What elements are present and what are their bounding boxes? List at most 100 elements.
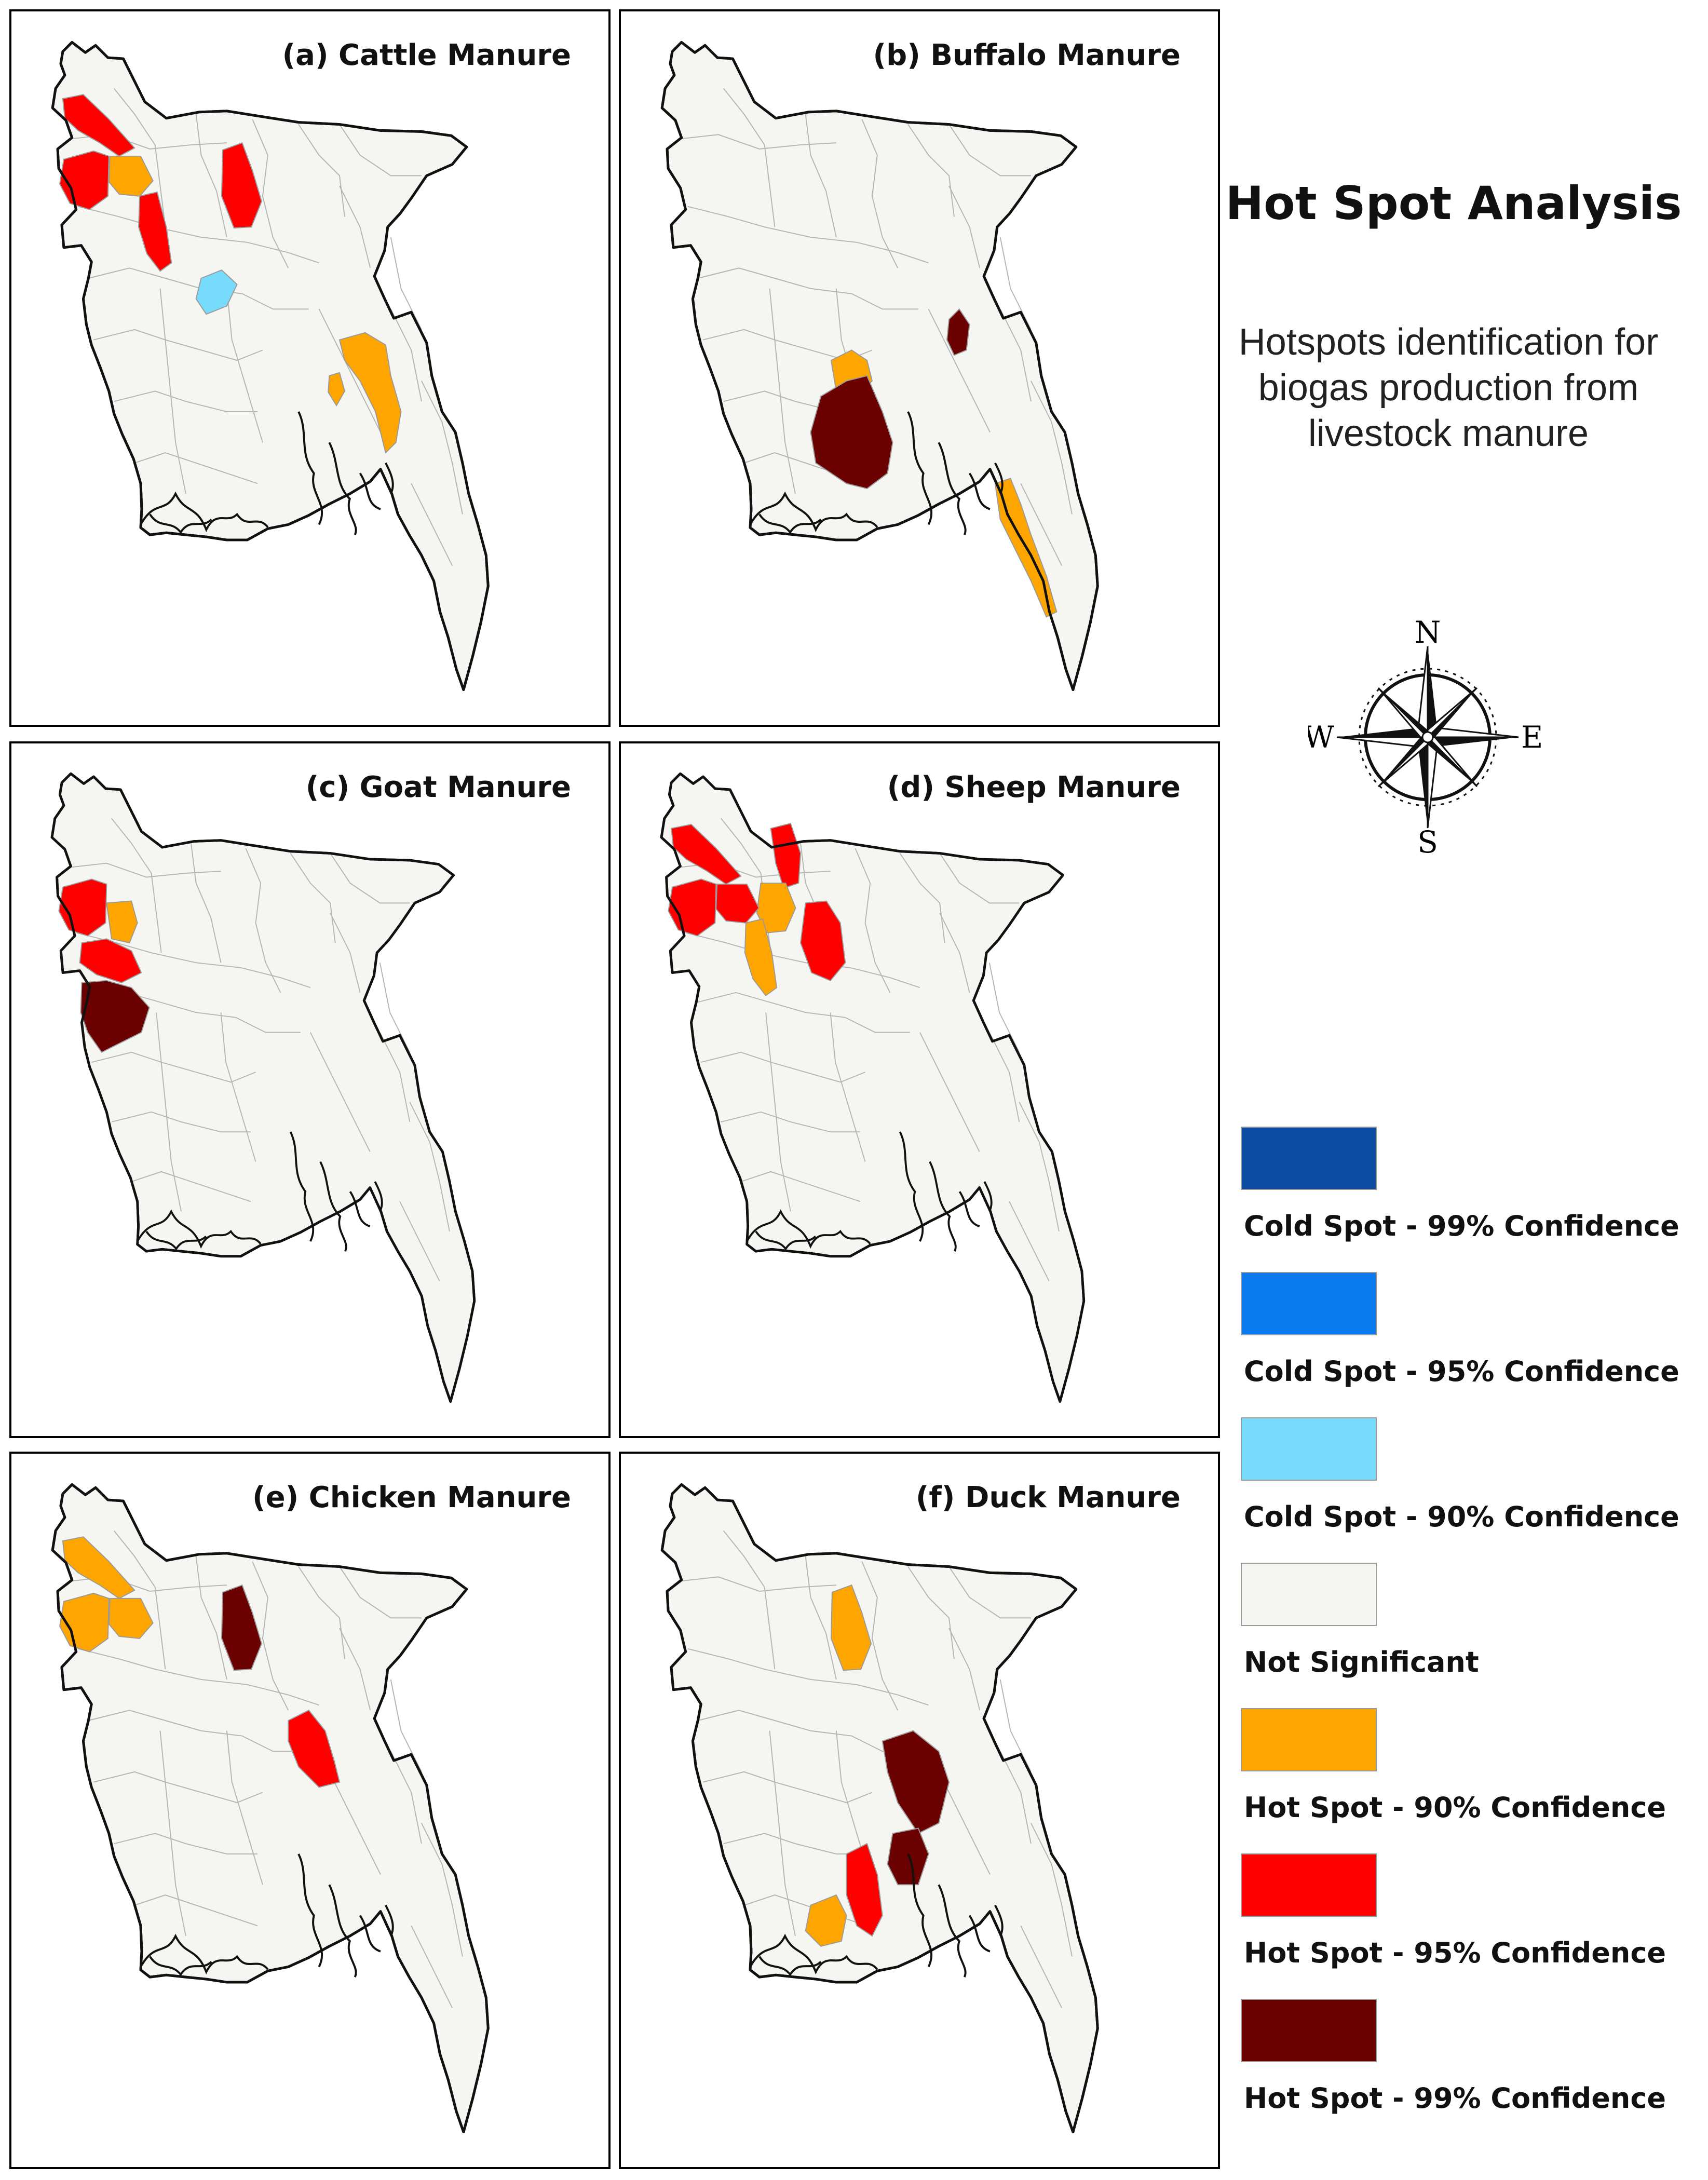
district-boundary [702,1771,873,1804]
district-boundary [687,1648,929,1706]
hotspot-region [810,375,893,490]
legend-item: Cold Spot - 95% Confidence [1241,1272,1708,1417]
legend-item: Cold Spot - 99% Confidence [1241,1127,1708,1272]
legend-label: Hot Spot - 99% Confidence [1244,2082,1666,2115]
coastline [145,1230,207,1251]
country-outline [660,1483,1099,2134]
bangladesh-map [660,1483,1099,2134]
district-boundary [330,852,410,904]
district-boundary [111,818,162,953]
country-border [660,40,1099,692]
map-panel-chicken: (e) Chicken Manure [9,1452,611,2169]
district-boundary [93,329,263,361]
legend-label: Cold Spot - 99% Confidence [1244,1210,1679,1242]
hotspot-region [338,332,402,454]
district-boundary [330,913,361,993]
panel-title: (b) Buffalo Manure [873,38,1181,72]
hotspot-region [800,900,846,982]
district-boundary [309,1032,371,1152]
district-boundary [379,963,411,1053]
panel-title: (d) Sheep Manure [887,770,1181,804]
country-border [51,1483,490,2134]
district-boundary [1031,381,1073,514]
legend-item: Cold Spot - 90% Confidence [1241,1417,1708,1563]
district-boundary [681,1576,836,1592]
district-boundary [999,1751,1032,1844]
hotspot-region [80,980,150,1053]
district-boundary [290,852,336,943]
district-boundary [411,1925,453,2008]
compass-n-label: N [1415,618,1441,650]
coastline [749,1933,878,1975]
map-svg [660,40,1099,692]
district-boundary [830,1012,866,1162]
district-boundary [999,308,1032,402]
district-boundary [131,1171,251,1202]
panel-title: (c) Goat Manure [305,770,571,804]
district-boundary [907,1566,955,1659]
coastline [929,1161,957,1252]
district-boundary [769,288,796,494]
hotspot-region [882,1730,950,1834]
district-boundary [939,913,970,993]
map-panel-sheep: (d) Sheep Manure [619,741,1220,1438]
compass-w-label: W [1308,720,1334,755]
map-svg [51,1483,490,2134]
district-boundary [919,1032,980,1152]
district-boundary [339,1628,371,1711]
district-boundary [686,932,920,989]
coastline [968,472,991,510]
coastline [758,1956,822,1976]
district-boundary [999,1679,1032,1772]
district-boundary [114,390,258,412]
coastline [328,442,357,536]
legend-label: Not Significant [1244,1646,1479,1678]
district-boundary [765,1012,791,1212]
district-boundary [78,206,319,264]
legend-swatch [1241,1272,1377,1335]
district-boundary [687,206,929,264]
subtitle-line: Hotspots identification for [1238,321,1659,363]
country-border [660,1483,1099,2134]
legend-label: Hot Spot - 95% Confidence [1244,1937,1666,1969]
district-boundary [411,483,453,566]
map-panel-cattle: (a) Cattle Manure [9,9,611,727]
district-boundary [409,1102,450,1231]
district-boundary [252,119,289,268]
district-boundary [226,288,263,443]
bangladesh-map [51,40,490,692]
map-panel-duck: (f) Duck Manure [619,1452,1220,2169]
district-boundary [76,932,311,989]
hotspot-region [195,269,238,315]
coastline [349,1191,371,1228]
district-boundary [339,185,371,268]
district-boundary [71,862,221,878]
country-border [50,772,476,1403]
compass-s-label: S [1417,824,1438,857]
district-boundary [907,124,955,217]
district-boundary [134,1894,258,1927]
district-boundary [1009,1201,1050,1282]
subtitle-line: livestock manure [1308,413,1589,454]
district-boundary [948,1566,1031,1619]
district-boundary [421,381,463,514]
coastline [359,1915,381,1953]
legend-label: Hot Spot - 90% Confidence [1244,1791,1666,1824]
hotspot-region [328,372,345,407]
district-boundary [861,1561,899,1711]
legend-swatch [1241,1853,1377,1917]
map-svg [660,772,1086,1403]
legend-label: Cold Spot - 90% Confidence [1244,1500,1679,1533]
hotspot-region [887,1827,929,1886]
district-boundary [226,1730,263,1885]
district-boundary [159,288,186,494]
compass-rose-icon: N S E W [1308,618,1543,857]
district-boundary [1019,1102,1060,1231]
hotspot-region [108,1597,154,1639]
district-boundary [698,267,918,310]
district-boundary [805,114,837,238]
panel-title: (e) Chicken Manure [252,1481,571,1514]
district-boundary [989,1032,1020,1122]
district-boundary [390,1679,422,1772]
district-boundary [421,1823,463,1957]
